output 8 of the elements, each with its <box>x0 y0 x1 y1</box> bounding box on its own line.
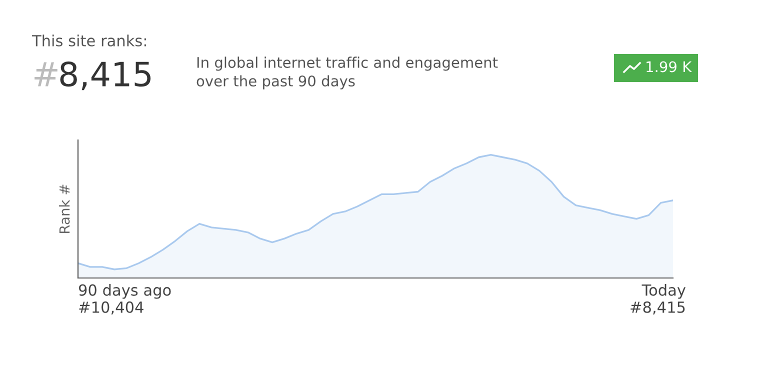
text: Today #8,415 <box>630 284 686 314</box>
text: 90 days ago #10,404 <box>78 284 171 314</box>
text: 8,415 <box>60 61 151 90</box>
y-axis-title: Rank # <box>59 184 70 234</box>
text: In global internet traffic and engagement over the past 90 days <box>196 56 498 90</box>
chart-title: This site ranks: <box>32 34 146 46</box>
text: 1.99 K <box>646 61 692 72</box>
text: # <box>34 62 58 86</box>
